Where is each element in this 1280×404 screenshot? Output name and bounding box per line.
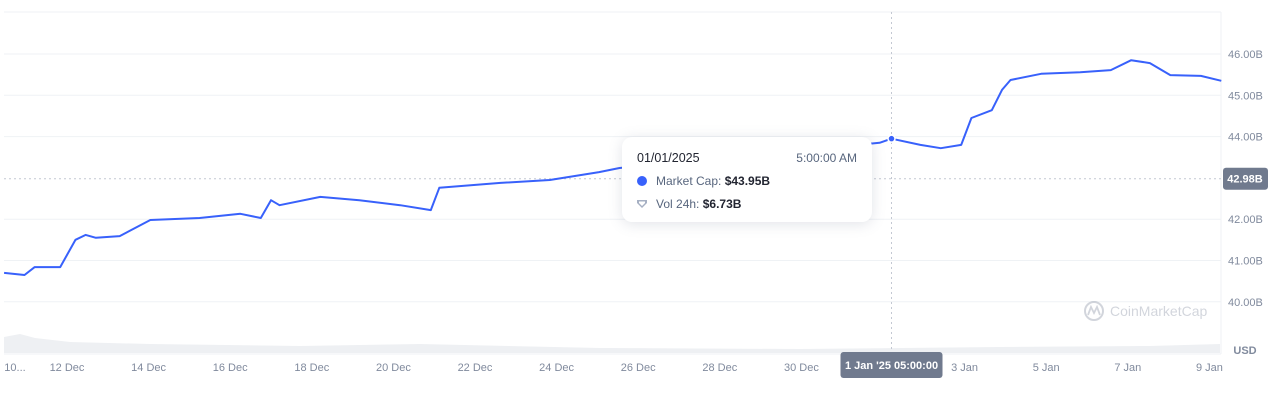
x-tick-label: 18 Dec	[294, 362, 329, 374]
market-cap-value: $43.95B	[724, 174, 771, 188]
volume-area	[4, 334, 1220, 353]
market-cap-dot-icon	[637, 176, 647, 186]
x-tick-label: 10...	[4, 362, 25, 374]
y-tick-label: 42.00B	[1228, 214, 1263, 226]
x-tick-label: 22 Dec	[458, 362, 493, 374]
y-tick-label: 40.00B	[1228, 297, 1263, 309]
x-tick-label: 16 Dec	[213, 362, 248, 374]
svg-text:1 Jan '25 05:00:00: 1 Jan '25 05:00:00	[845, 360, 938, 372]
svg-text:CoinMarketCap: CoinMarketCap	[1110, 303, 1207, 319]
svg-text:42.98B: 42.98B	[1227, 174, 1263, 186]
x-tick-label: 26 Dec	[621, 362, 656, 374]
volume-icon	[637, 200, 647, 208]
x-tick-label: 28 Dec	[702, 362, 737, 374]
y-tick-label: 41.00B	[1228, 256, 1263, 268]
y-crosshair-label: 42.98B	[1223, 167, 1268, 190]
volume-value: $6.73B	[702, 197, 742, 211]
x-crosshair-label: 1 Jan '25 05:00:00	[840, 352, 943, 378]
tooltip-time: 5:00:00 AM	[796, 151, 857, 165]
x-tick-label: 3 Jan	[951, 362, 978, 374]
y-tick-label: 46.00B	[1228, 49, 1263, 61]
x-tick-label: 20 Dec	[376, 362, 411, 374]
x-tick-label: 7 Jan	[1114, 362, 1141, 374]
currency-label: USD	[1233, 345, 1256, 357]
hover-point	[887, 134, 896, 143]
x-tick-label: 9 Jan	[1196, 362, 1223, 374]
y-tick-label: 44.00B	[1228, 132, 1263, 144]
volume-label: Vol 24h:	[656, 197, 700, 211]
x-tick-label: 14 Dec	[131, 362, 166, 374]
watermark-logo: CoinMarketCap	[1084, 301, 1207, 321]
x-tick-label: 5 Jan	[1033, 362, 1060, 374]
x-tick-label: 12 Dec	[50, 362, 85, 374]
market-cap-label: Market Cap:	[656, 174, 722, 188]
y-tick-label: 45.00B	[1228, 90, 1263, 102]
chart-tooltip: 01/01/2025 5:00:00 AM Market Cap: $43.95…	[622, 137, 872, 222]
x-tick-label: 24 Dec	[539, 362, 574, 374]
tooltip-date: 01/01/2025	[637, 151, 700, 165]
x-tick-label: 30 Dec	[784, 362, 819, 374]
market-cap-line	[3, 59, 1222, 276]
